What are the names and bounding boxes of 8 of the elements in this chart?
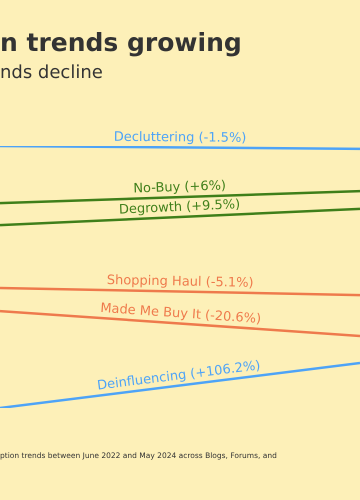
series-label: Made Me Buy It (-20.6%) [100, 300, 262, 327]
text: Deinfluencing (+106.2%) [96, 358, 262, 394]
chart-subtitle: nds decline [0, 62, 103, 83]
chart-title: n trends growing [0, 28, 242, 57]
series-label: No-Buy (+6%) [133, 178, 226, 197]
series-label: Degrowth (+9.5%) [118, 197, 240, 218]
series-label: Decluttering (-1.5%) [114, 130, 246, 146]
series-label: Shopping Haul (-5.1%) [106, 272, 254, 291]
